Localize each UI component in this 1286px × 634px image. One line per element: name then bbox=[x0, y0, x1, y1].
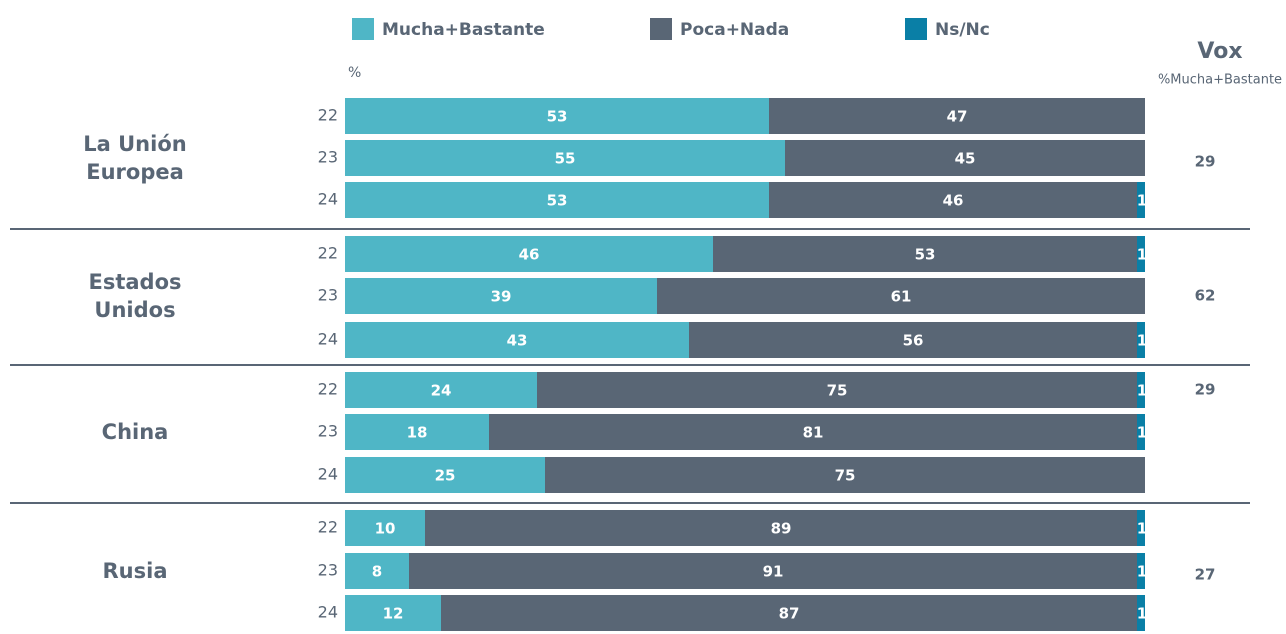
bar-segment bbox=[657, 278, 1145, 314]
bar-segment bbox=[345, 182, 769, 218]
bar-label: 1 bbox=[1137, 332, 1147, 350]
bar-label: 61 bbox=[891, 288, 912, 306]
bar-segment bbox=[345, 553, 409, 589]
bar-label: 18 bbox=[407, 424, 428, 442]
year-label: 23 bbox=[318, 561, 338, 580]
bar-segment bbox=[769, 182, 1137, 218]
bar-segment bbox=[1137, 182, 1145, 218]
bar-label: 8 bbox=[372, 563, 382, 581]
bar-segment bbox=[345, 414, 489, 450]
bar-segment bbox=[489, 414, 1137, 450]
bar-segment bbox=[545, 457, 1145, 493]
legend-swatch bbox=[905, 18, 927, 40]
vox-value: 62 bbox=[1195, 287, 1216, 305]
bar-segment bbox=[441, 595, 1137, 631]
bar-label: 1 bbox=[1137, 382, 1147, 400]
legend-label: Ns/Nc bbox=[935, 20, 990, 40]
bar-label: 47 bbox=[947, 108, 968, 126]
bar-segment bbox=[345, 140, 785, 176]
bar-label: 75 bbox=[835, 467, 856, 485]
vox-value: 29 bbox=[1195, 153, 1216, 171]
bar-segment bbox=[1137, 553, 1145, 589]
bar-segment bbox=[1137, 510, 1145, 546]
bar-label: 81 bbox=[803, 424, 824, 442]
bar-label: 46 bbox=[519, 246, 540, 264]
bar-label: 1 bbox=[1137, 520, 1147, 538]
bar-label: 1 bbox=[1137, 246, 1147, 264]
bar-segment bbox=[769, 98, 1145, 134]
bar-segment bbox=[345, 278, 657, 314]
bar-label: 1 bbox=[1137, 192, 1147, 210]
bar-label: 1 bbox=[1137, 605, 1147, 623]
bar-segment bbox=[425, 510, 1137, 546]
year-label: 24 bbox=[318, 190, 338, 209]
year-label: 22 bbox=[318, 244, 338, 263]
bar-segment bbox=[345, 457, 545, 493]
vox-value: 27 bbox=[1195, 566, 1216, 584]
bar-label: 53 bbox=[915, 246, 936, 264]
bar-label: 39 bbox=[491, 288, 512, 306]
group-label: China bbox=[101, 420, 169, 444]
bar-label: 1 bbox=[1137, 563, 1147, 581]
bar-label: 56 bbox=[903, 332, 924, 350]
legend-label: Mucha+Bastante bbox=[382, 20, 545, 40]
bar-segment bbox=[409, 553, 1137, 589]
year-label: 23 bbox=[318, 148, 338, 167]
bar-label: 91 bbox=[763, 563, 784, 581]
bar-segment bbox=[713, 236, 1137, 272]
bar-segment bbox=[785, 140, 1145, 176]
year-label: 24 bbox=[318, 603, 338, 622]
group-label: Estados Unidos bbox=[88, 270, 182, 322]
bar-segment bbox=[1137, 372, 1145, 408]
group-label: Rusia bbox=[102, 559, 168, 583]
unit-label: % bbox=[348, 65, 361, 81]
year-label: 24 bbox=[318, 330, 338, 349]
year-label: 22 bbox=[318, 380, 338, 399]
bar-segment bbox=[345, 510, 425, 546]
bar-label: 12 bbox=[383, 605, 404, 623]
year-label: 23 bbox=[318, 422, 338, 441]
year-label: 22 bbox=[318, 106, 338, 125]
year-label: 23 bbox=[318, 286, 338, 305]
bar-label: 89 bbox=[771, 520, 792, 538]
year-label: 22 bbox=[318, 518, 338, 537]
legend-label: Poca+Nada bbox=[680, 20, 789, 40]
side-subtitle: %Mucha+Bastante bbox=[1158, 73, 1282, 88]
bar-label: 75 bbox=[827, 382, 848, 400]
group-label: La Unión Europea bbox=[83, 132, 187, 184]
legend-swatch bbox=[352, 18, 374, 40]
bar-segment bbox=[345, 322, 689, 358]
year-label: 24 bbox=[318, 465, 338, 484]
bar-segment bbox=[689, 322, 1137, 358]
bar-segment bbox=[345, 595, 441, 631]
bar-label: 43 bbox=[507, 332, 528, 350]
bar-segment bbox=[1137, 236, 1145, 272]
vox-value: 29 bbox=[1195, 381, 1216, 399]
bar-segment bbox=[345, 98, 769, 134]
bar-label: 10 bbox=[375, 520, 396, 538]
bar-label: 53 bbox=[547, 192, 568, 210]
bar-segment bbox=[1137, 414, 1145, 450]
bar-label: 53 bbox=[547, 108, 568, 126]
bar-label: 46 bbox=[943, 192, 964, 210]
bar-label: 1 bbox=[1137, 424, 1147, 442]
bar-segment bbox=[345, 372, 537, 408]
bar-segment bbox=[1137, 322, 1145, 358]
bar-label: 24 bbox=[431, 382, 452, 400]
side-title: Vox bbox=[1197, 39, 1242, 64]
bar-label: 25 bbox=[435, 467, 456, 485]
bar-segment bbox=[1137, 595, 1145, 631]
bar-segment bbox=[537, 372, 1137, 408]
bar-label: 45 bbox=[955, 150, 976, 168]
bar-label: 55 bbox=[555, 150, 576, 168]
legend-swatch bbox=[650, 18, 672, 40]
bar-label: 87 bbox=[779, 605, 800, 623]
bar-segment bbox=[345, 236, 713, 272]
